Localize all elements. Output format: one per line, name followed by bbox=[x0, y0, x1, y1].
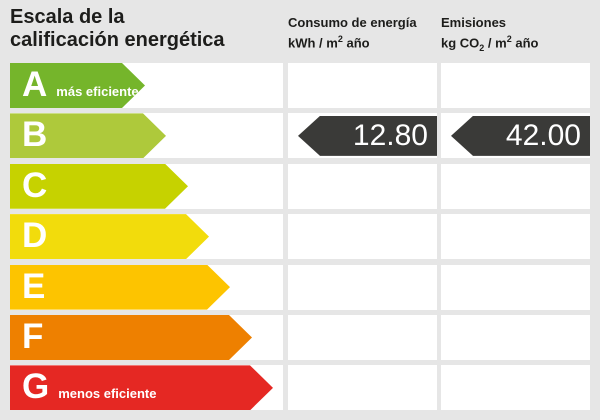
rating-arrow-b: B bbox=[10, 113, 166, 158]
consumo-cell-b: 12.80 bbox=[288, 113, 437, 159]
rating-letter-g: G bbox=[22, 367, 50, 407]
rating-bar-cell-b: B bbox=[10, 113, 283, 159]
consumo-value: 12.80 bbox=[352, 118, 428, 152]
rating-row-c: C bbox=[10, 163, 590, 209]
consumo-cell-a bbox=[288, 63, 437, 108]
emisiones-cell-d bbox=[441, 214, 590, 260]
emisiones-cell-b: 42.00 bbox=[441, 113, 590, 159]
rating-arrow-d: D bbox=[10, 214, 209, 259]
consumo-header-label: Consumo de energía bbox=[288, 15, 417, 30]
rating-arrow-c: C bbox=[10, 164, 188, 209]
emisiones-cell-f bbox=[441, 314, 590, 360]
column-header-consumo: Consumo de energía kWh / m2 año bbox=[288, 14, 417, 51]
rating-row-g: G menos eficiente bbox=[10, 365, 590, 411]
rating-letter-a: A bbox=[22, 65, 48, 104]
rating-arrow-e: E bbox=[10, 265, 230, 310]
consumo-cell-c bbox=[288, 163, 437, 209]
page-title-line2: calificación energética bbox=[10, 29, 225, 51]
rating-row-e: E bbox=[10, 264, 590, 310]
consumo-cell-d bbox=[288, 214, 437, 260]
emisiones-cell-g bbox=[441, 365, 590, 411]
emisiones-cell-a bbox=[441, 63, 590, 108]
rating-letter-c: C bbox=[22, 165, 48, 205]
rating-row-d: D bbox=[10, 214, 590, 260]
page-title: Escala de la calificación energética bbox=[10, 6, 225, 52]
emisiones-value: 42.00 bbox=[505, 118, 581, 152]
rating-arrow-g: G menos eficiente bbox=[10, 365, 273, 410]
consumo-cell-f bbox=[288, 314, 437, 360]
rating-note-a: más eficiente bbox=[56, 84, 139, 99]
consumo-cell-e bbox=[288, 264, 437, 310]
rating-note-g: menos eficiente bbox=[58, 386, 157, 402]
rating-scale: A más eficiente B 12.80 42.00 bbox=[10, 63, 590, 411]
emisiones-cell-e bbox=[441, 264, 590, 310]
rating-row-f: F bbox=[10, 314, 590, 360]
rating-bar-cell-c: C bbox=[10, 163, 283, 209]
consumo-header-unit: kWh / m2 año bbox=[288, 34, 370, 51]
rating-letter-f: F bbox=[22, 316, 44, 356]
rating-row-b: B 12.80 42.00 bbox=[10, 113, 590, 159]
rating-row-a: A más eficiente bbox=[10, 63, 590, 108]
rating-letter-b: B bbox=[22, 115, 48, 155]
rating-bar-cell-f: F bbox=[10, 314, 283, 360]
emisiones-header-label: Emisiones bbox=[441, 15, 507, 30]
rating-bar-cell-e: E bbox=[10, 264, 283, 310]
rating-arrow-a: A más eficiente bbox=[10, 63, 145, 108]
page-title-line1: Escala de la bbox=[10, 6, 125, 28]
rating-letter-e: E bbox=[22, 266, 46, 306]
consumo-value-arrow: 12.80 bbox=[298, 115, 437, 156]
rating-arrow-f: F bbox=[10, 315, 252, 360]
emisiones-value-arrow: 42.00 bbox=[451, 115, 590, 156]
consumo-cell-g bbox=[288, 365, 437, 411]
emisiones-header-unit: kg CO2 / m2 año bbox=[441, 34, 539, 53]
rating-bar-cell-a: A más eficiente bbox=[10, 63, 283, 108]
rating-letter-d: D bbox=[22, 216, 48, 256]
emisiones-cell-c bbox=[441, 163, 590, 209]
rating-bar-cell-d: D bbox=[10, 214, 283, 260]
rating-bar-cell-g: G menos eficiente bbox=[10, 365, 283, 411]
column-header-emisiones: Emisiones kg CO2 / m2 año bbox=[441, 14, 538, 57]
